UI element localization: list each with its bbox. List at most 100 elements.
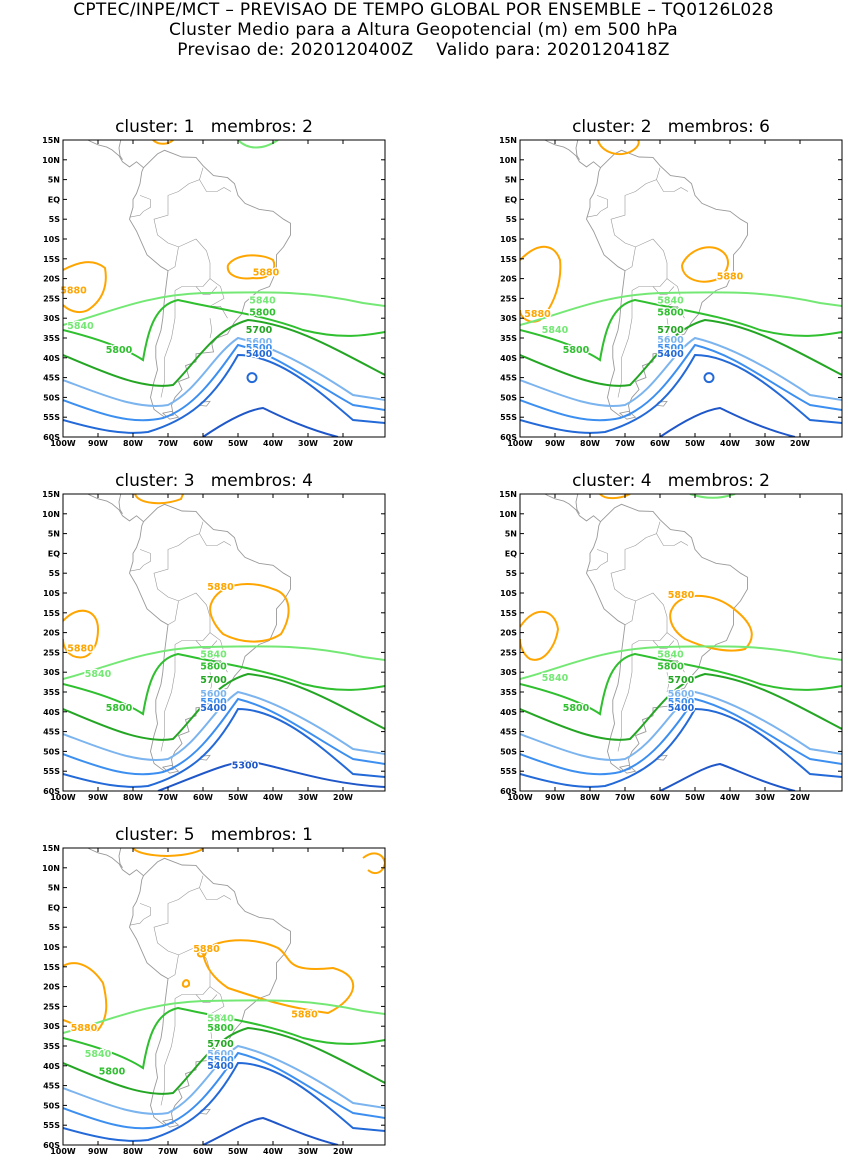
lat-tick-label: 15N: [42, 490, 60, 499]
contour-5880: [520, 610, 560, 661]
lat-tick-label: 55S: [500, 413, 517, 422]
contour-5300: [202, 406, 339, 437]
country-border: [617, 290, 633, 398]
country-border: [586, 195, 608, 218]
lat-tick-label: 15S: [500, 255, 517, 264]
lon-tick-label: 60W: [650, 439, 670, 448]
country-border: [586, 549, 608, 572]
contour-label: 5800: [563, 345, 590, 356]
contour-5500: [520, 697, 842, 776]
contour-5800: [520, 652, 842, 716]
contour-label: 5800: [657, 661, 684, 672]
lon-tick-label: 30W: [298, 1147, 318, 1156]
coastline: [586, 149, 748, 418]
contour-label: 5800: [207, 1023, 234, 1034]
lat-tick-label: 5S: [506, 215, 518, 224]
lon-tick-label: 90W: [88, 793, 108, 802]
lat-tick-label: 40S: [500, 354, 517, 363]
contour-5880: [181, 979, 191, 988]
contour-5880: [63, 261, 107, 314]
country-border: [160, 644, 176, 752]
country-border: [167, 592, 211, 633]
contour-5700: [63, 318, 385, 387]
country-border: [652, 286, 675, 295]
contour-label: 5400: [246, 349, 273, 360]
lon-tick-label: 70W: [158, 1147, 178, 1156]
panel-title: cluster: 5 membros: 1: [115, 825, 313, 845]
coastline-central-america: [543, 494, 601, 523]
lon-tick-label: 40W: [263, 793, 283, 802]
contour-label: 5840: [542, 325, 569, 336]
contour-label: 5800: [99, 1067, 126, 1078]
map-frame: [62, 139, 386, 438]
contour-label: 5880: [253, 268, 280, 279]
contour-label: 5800: [657, 307, 684, 318]
country-border: [129, 903, 151, 926]
lat-tick-label: 25S: [43, 1002, 60, 1011]
lat-tick-label: 40S: [43, 708, 60, 717]
lon-tick-label: 30W: [755, 439, 775, 448]
lat-tick-label: 30S: [43, 314, 60, 323]
country-border: [160, 998, 176, 1106]
lat-tick-label: EQ: [505, 549, 517, 558]
contour-5880: [152, 140, 174, 145]
country-border: [195, 640, 218, 649]
contour-label: 5500: [246, 343, 273, 354]
lon-tick-label: 50W: [228, 1147, 248, 1156]
header-line-3: Previsao de: 2020120400Z Valido para: 20…: [177, 40, 670, 60]
lon-tick-label: 80W: [580, 793, 600, 802]
contour-5600: [520, 336, 842, 407]
country-border: [617, 644, 633, 752]
lat-tick-label: 15S: [43, 255, 60, 264]
contour-label: 5880: [71, 1023, 98, 1034]
lat-tick-label: 40S: [43, 1062, 60, 1071]
lon-tick-label: 90W: [88, 1147, 108, 1156]
coastline-central-america: [118, 494, 123, 515]
lat-tick-label: EQ: [505, 195, 517, 204]
country-border: [652, 640, 675, 649]
lat-tick-label: 5N: [48, 884, 60, 893]
figure-header: CPTEC/INPE/MCT – PREVISAO DE TEMPO GLOBA…: [0, 0, 847, 60]
panel-title: cluster: 3 membros: 4: [115, 471, 313, 491]
lat-tick-label: 45S: [43, 374, 60, 383]
contour-5500: [63, 343, 385, 422]
country-border: [656, 179, 689, 192]
contour-5400: [63, 353, 385, 434]
country-border: [195, 994, 218, 1003]
map-panel-2: cluster: 2 membros: 65880588058405840580…: [499, 117, 843, 448]
panel-title: cluster: 4 membros: 2: [572, 471, 770, 491]
contour-5880: [134, 494, 184, 505]
country-border: [209, 672, 213, 693]
contour-5880: [63, 609, 100, 659]
country-border: [209, 318, 213, 339]
lat-tick-label: 45S: [500, 728, 517, 737]
lon-tick-label: 80W: [580, 439, 600, 448]
map-panel-3: cluster: 3 membros: 45880588058405840580…: [42, 471, 386, 802]
lon-tick-label: 80W: [123, 439, 143, 448]
map-frame: [519, 139, 843, 438]
contour-5400: [63, 707, 385, 788]
country-border: [160, 290, 176, 398]
lat-tick-label: 50S: [43, 393, 60, 402]
contour-label: 5600: [200, 689, 227, 700]
contour-5880: [681, 246, 729, 283]
lat-tick-label: 15N: [499, 136, 517, 145]
contour-label: 5840: [67, 321, 94, 332]
lat-tick-label: 60S: [43, 1141, 60, 1150]
lat-tick-label: 20S: [500, 629, 517, 638]
contour-5880: [209, 583, 290, 643]
lat-tick-label: 15S: [43, 609, 60, 618]
contour-5800: [63, 1006, 385, 1070]
country-border: [195, 286, 218, 295]
lat-tick-label: 25S: [43, 648, 60, 657]
lon-tick-label: 30W: [298, 793, 318, 802]
lat-tick-label: 15S: [43, 963, 60, 972]
contour-5700: [520, 318, 842, 387]
lat-tick-label: 10S: [500, 235, 517, 244]
lat-tick-label: 45S: [500, 374, 517, 383]
contour-5880: [226, 254, 276, 280]
contour-5300: [202, 1116, 339, 1145]
lat-tick-label: 25S: [500, 294, 517, 303]
lat-tick-label: 10S: [43, 235, 60, 244]
country-border: [153, 167, 204, 248]
